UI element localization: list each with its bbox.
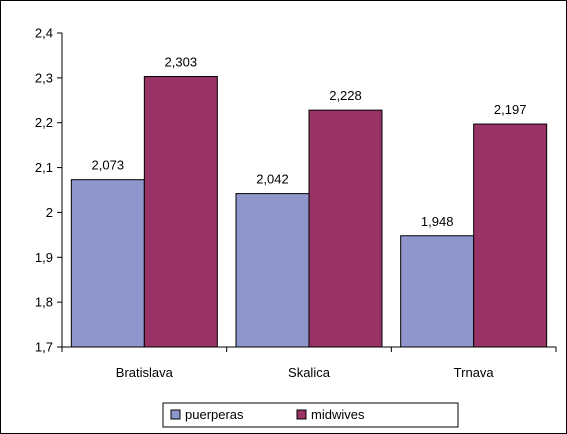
bar-midwives-trnava <box>473 123 548 348</box>
legend-label-puerperas: puerperas <box>185 407 244 422</box>
y-tick-label: 1,9 <box>35 250 53 265</box>
x-category-label: Bratislava <box>116 365 174 380</box>
legend-label-midwives: midwives <box>311 407 365 422</box>
bar-puerperas-bratislava <box>70 179 145 348</box>
legend-swatch-midwives <box>296 409 307 420</box>
legend-swatch-puerperas <box>170 409 181 420</box>
data-label-puerperas-skalica: 2,042 <box>256 172 289 187</box>
y-tick-label: 1,8 <box>35 295 53 310</box>
y-tick-label: 2,4 <box>35 26 53 41</box>
bar-puerperas-skalica <box>235 193 310 348</box>
y-tick-label: 2,2 <box>35 115 53 130</box>
bar-puerperas-trnava <box>400 235 475 348</box>
x-axis: Bratislava Skalica Trnava <box>61 346 557 380</box>
legend-box <box>162 402 459 428</box>
data-labels: 2,073 2,303 2,042 2,228 1,948 2,197 <box>92 55 527 229</box>
y-tick-label: 1,7 <box>35 340 53 355</box>
data-label-midwives-skalica: 2,228 <box>329 88 362 103</box>
y-tick-label: 2 <box>46 205 53 220</box>
bar-midwives-skalica <box>308 109 383 348</box>
data-label-puerperas-trnava: 1,948 <box>421 214 454 229</box>
bar-midwives-bratislava <box>143 76 218 348</box>
data-label-midwives-trnava: 2,197 <box>494 102 527 117</box>
legend: puerperas midwives <box>162 402 459 428</box>
bars <box>70 76 548 348</box>
x-category-label: Skalica <box>288 365 331 380</box>
x-category-label: Trnava <box>454 365 495 380</box>
y-tick-label: 2,1 <box>35 160 53 175</box>
y-axis: 1,7 1,8 1,9 2 2,1 2,2 2,3 2,4 <box>35 26 63 355</box>
data-label-midwives-bratislava: 2,303 <box>165 55 198 70</box>
data-label-puerperas-bratislava: 2,073 <box>92 158 125 173</box>
y-tick-label: 2,3 <box>35 70 53 85</box>
